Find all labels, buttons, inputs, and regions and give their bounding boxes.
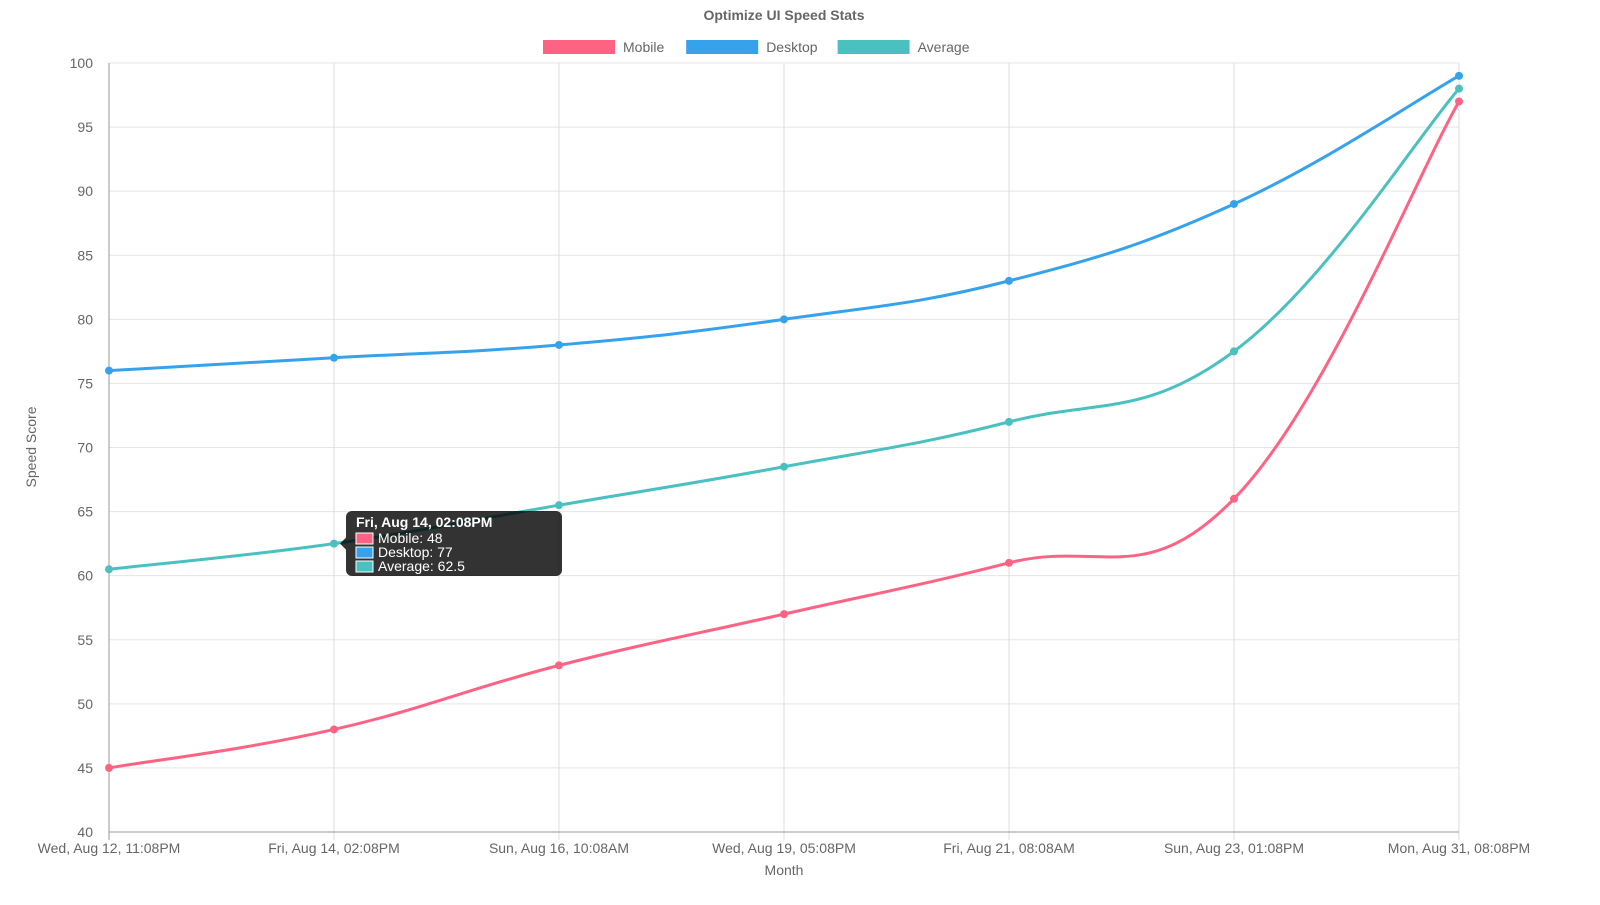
tooltip-swatch bbox=[355, 560, 374, 573]
chart-title: Optimize UI Speed Stats bbox=[703, 7, 864, 23]
legend-label: Mobile bbox=[623, 39, 664, 55]
legend-label: Average bbox=[918, 39, 970, 55]
data-point[interactable] bbox=[555, 340, 563, 349]
data-point[interactable] bbox=[105, 763, 113, 772]
data-point[interactable] bbox=[1005, 276, 1013, 285]
data-point[interactable] bbox=[330, 725, 338, 734]
data-point[interactable] bbox=[330, 353, 338, 362]
grid bbox=[108, 62, 1460, 840]
data-point[interactable] bbox=[555, 501, 563, 510]
tooltip-line: Average: 62.5 bbox=[378, 558, 465, 574]
legend-swatch bbox=[686, 40, 759, 54]
y-tick-label: 90 bbox=[77, 183, 93, 199]
legend-item-desktop[interactable]: Desktop bbox=[686, 39, 818, 55]
y-tick-label: 65 bbox=[77, 504, 93, 520]
y-tick-label: 40 bbox=[77, 824, 93, 840]
x-tick-label: Fri, Aug 14, 02:08PM bbox=[268, 840, 400, 856]
x-axis-ticks: Wed, Aug 12, 11:08PM Fri, Aug 14, 02:08PM… bbox=[38, 840, 1531, 856]
data-point[interactable] bbox=[105, 565, 113, 574]
data-point[interactable] bbox=[1230, 494, 1238, 503]
tooltip-box bbox=[346, 511, 562, 576]
y-tick-label: 100 bbox=[70, 55, 94, 71]
series-lines bbox=[105, 71, 1463, 772]
tooltip-swatch bbox=[355, 546, 374, 559]
y-tick-label: 85 bbox=[77, 247, 93, 263]
data-point[interactable] bbox=[1455, 71, 1463, 80]
series-average bbox=[105, 84, 1463, 574]
data-point[interactable] bbox=[555, 661, 563, 670]
x-tick-label: Wed, Aug 19, 05:08PM bbox=[712, 840, 856, 856]
data-point[interactable] bbox=[780, 315, 788, 324]
data-point[interactable] bbox=[1230, 199, 1238, 208]
data-point[interactable] bbox=[1005, 558, 1013, 567]
y-tick-label: 45 bbox=[77, 760, 93, 776]
data-point[interactable] bbox=[330, 539, 338, 548]
data-point[interactable] bbox=[780, 462, 788, 471]
tooltip-title: Fri, Aug 14, 02:08PM bbox=[356, 514, 492, 530]
y-axis-label: Speed Score bbox=[23, 406, 39, 487]
x-tick-label: Sun, Aug 23, 01:08PM bbox=[1164, 840, 1304, 856]
y-tick-label: 60 bbox=[77, 568, 93, 584]
y-tick-label: 55 bbox=[77, 632, 93, 648]
legend-swatch bbox=[543, 40, 615, 54]
tooltip-line: Desktop: 77 bbox=[378, 544, 453, 560]
data-point[interactable] bbox=[780, 610, 788, 619]
tooltip-swatch bbox=[355, 532, 374, 545]
x-tick-label: Sun, Aug 16, 10:08AM bbox=[489, 840, 629, 856]
series-line bbox=[108, 100, 1461, 770]
y-axis-ticks: 40 45 50 55 60 65 70 75 80 85 90 95 100 bbox=[70, 55, 94, 840]
legend-item-mobile[interactable]: Mobile bbox=[543, 39, 664, 55]
data-point[interactable] bbox=[1230, 347, 1238, 356]
series-mobile bbox=[105, 97, 1463, 772]
y-tick-label: 70 bbox=[77, 440, 93, 456]
legend-label: Desktop bbox=[766, 39, 818, 55]
tooltip-line: Mobile: 48 bbox=[378, 530, 443, 546]
legend-item-average[interactable]: Average bbox=[837, 39, 970, 55]
y-tick-label: 95 bbox=[77, 119, 93, 135]
x-tick-label: Wed, Aug 12, 11:08PM bbox=[38, 840, 181, 856]
series-desktop bbox=[105, 71, 1463, 375]
data-point[interactable] bbox=[1005, 417, 1013, 426]
y-tick-label: 80 bbox=[77, 311, 93, 327]
data-point[interactable] bbox=[105, 366, 113, 375]
data-point[interactable] bbox=[1455, 84, 1463, 93]
data-point[interactable] bbox=[1455, 97, 1463, 106]
y-tick-label: 50 bbox=[77, 696, 93, 712]
x-axis-label: Month bbox=[765, 862, 804, 878]
y-tick-label: 75 bbox=[77, 375, 93, 391]
legend: Mobile Desktop Average bbox=[543, 39, 970, 55]
x-tick-label: Fri, Aug 21, 08:08AM bbox=[943, 840, 1075, 856]
tooltip-caret bbox=[340, 537, 346, 550]
legend-swatch bbox=[837, 40, 910, 54]
x-tick-label: Mon, Aug 31, 08:08PM bbox=[1388, 840, 1530, 856]
